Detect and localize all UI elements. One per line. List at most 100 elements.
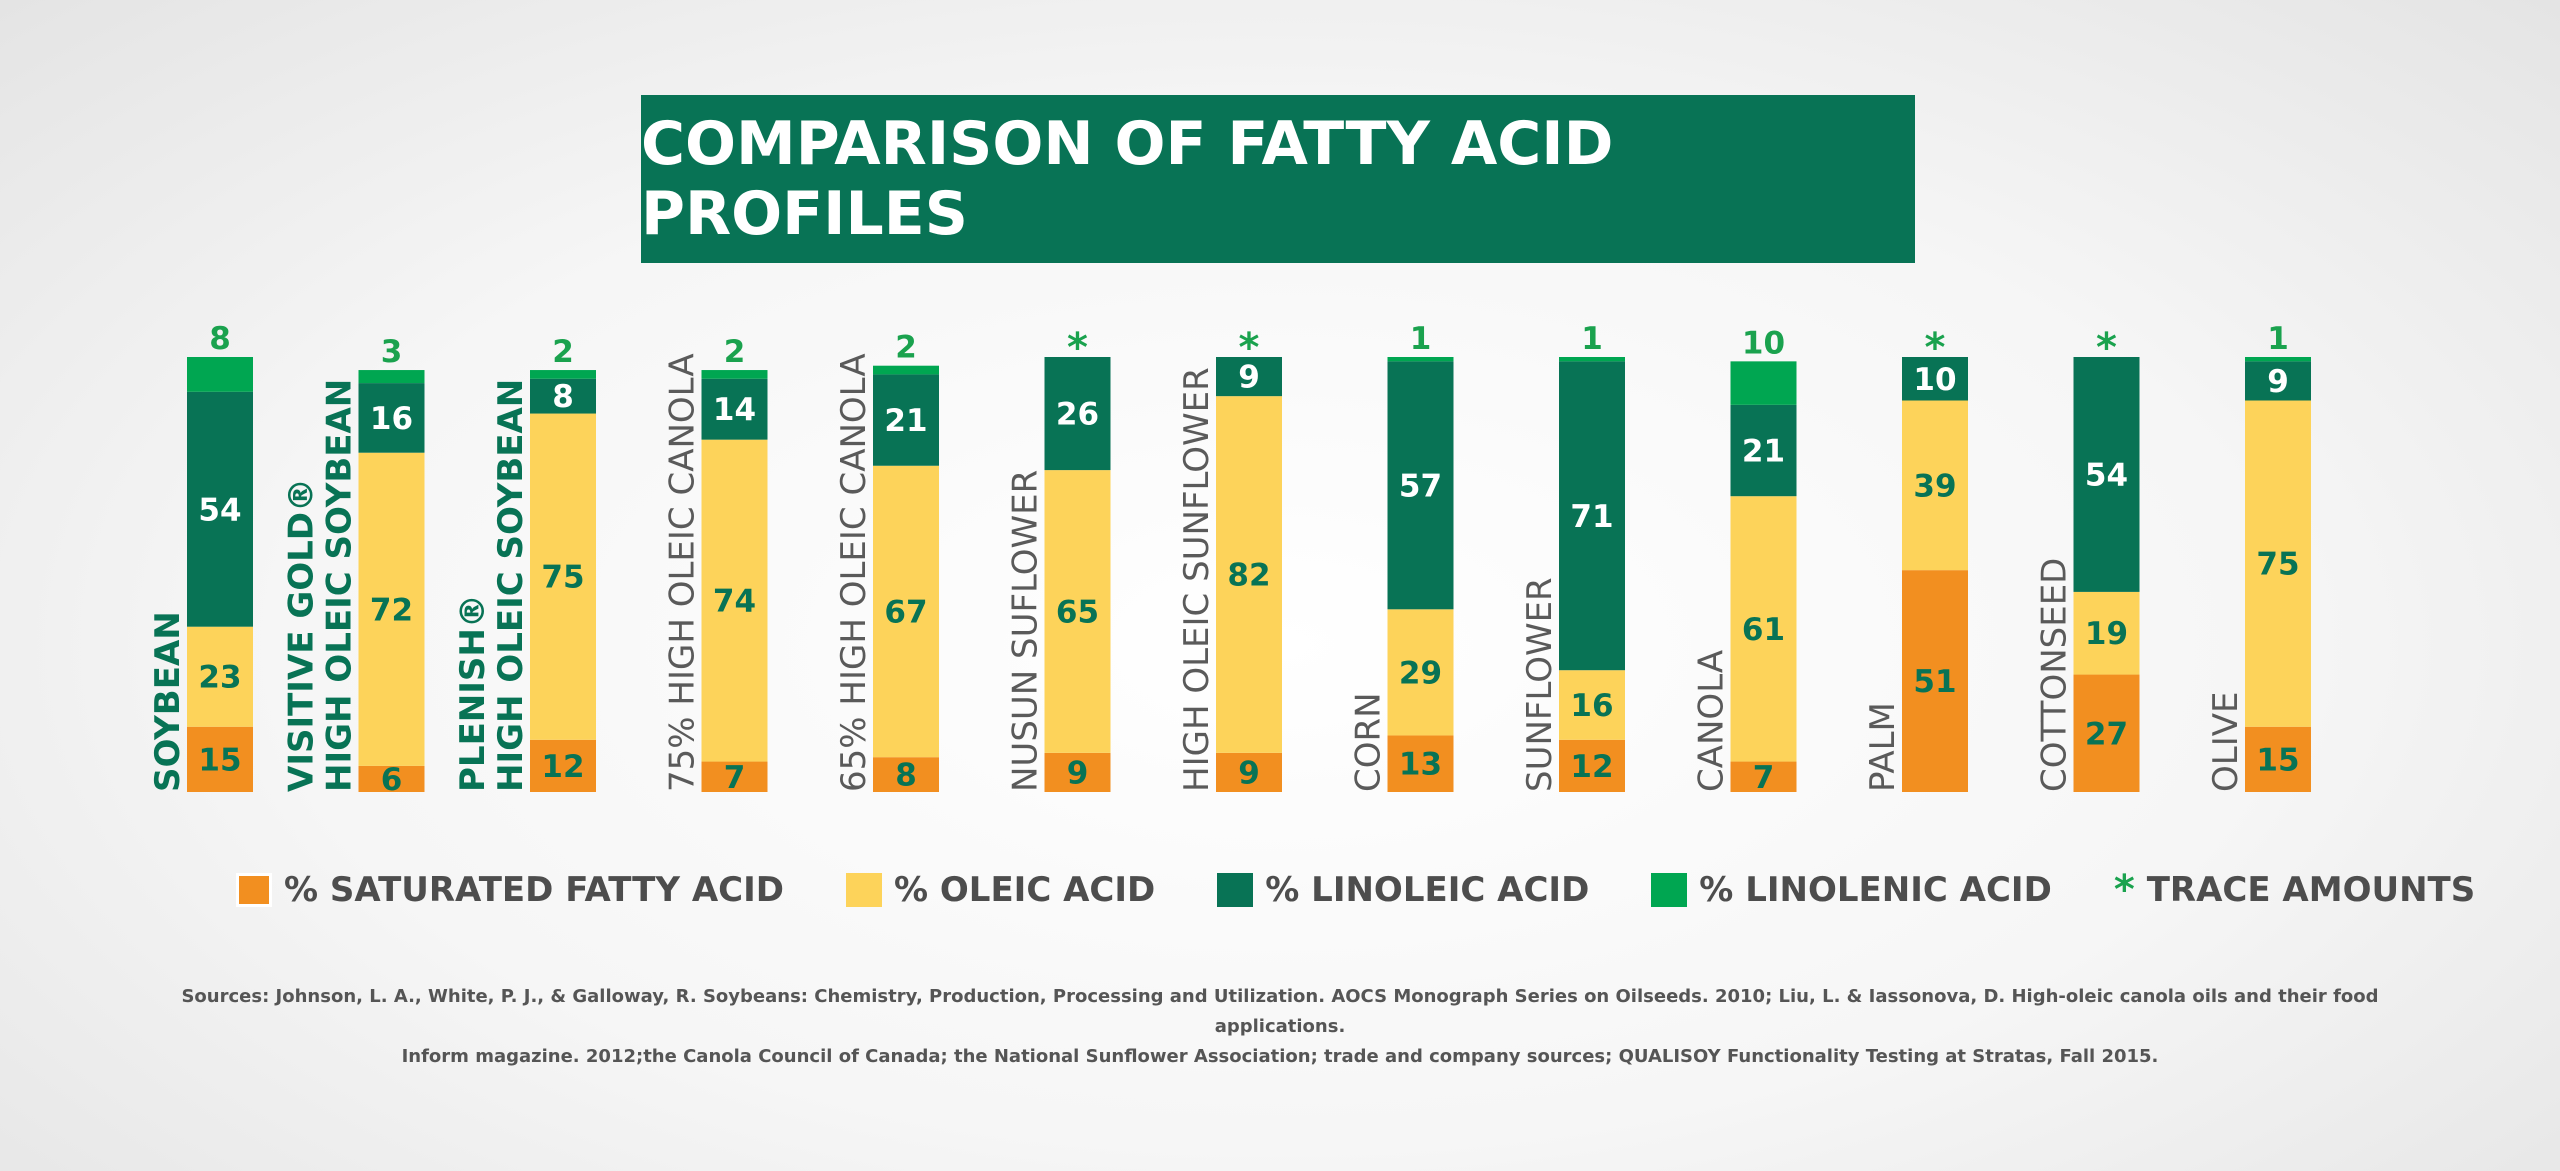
bar-group-2: 12 75 8 2 PLENISH®HIGH OLEIC SOYBEAN <box>453 334 596 792</box>
category-label: PLENISH® <box>453 594 493 792</box>
saturated-segment <box>1730 761 1797 792</box>
linoleic-value-label: 14 <box>713 392 756 428</box>
linoleic-segment <box>187 391 253 627</box>
linoleic-value-label: 9 <box>1238 360 1260 396</box>
legend-item-linoleic: % LINOLEIC ACID <box>1217 870 1589 910</box>
oleic-segment <box>1902 400 1968 571</box>
legend-item-linolenic: % LINOLENIC ACID <box>1651 870 2052 910</box>
linoleic-segment <box>1902 357 1968 401</box>
saturated-value-label: 9 <box>1238 755 1260 791</box>
saturated-value-label: 13 <box>1399 747 1442 783</box>
linolenic-value-label: 2 <box>724 334 746 370</box>
linoleic-value-label: 71 <box>1570 499 1613 535</box>
legend: % SATURATED FATTY ACID % OLEIC ACID % LINO… <box>236 862 2537 918</box>
oleic-value-label: 23 <box>198 660 241 696</box>
oleic-segment <box>1559 670 1625 740</box>
linoleic-value-label: 54 <box>198 492 241 528</box>
oleic-segment <box>1387 609 1454 736</box>
linolenic-value-label: 2 <box>552 334 574 370</box>
linoleic-value-label: 57 <box>1399 468 1442 504</box>
linoleic-segment <box>1730 404 1797 497</box>
oleic-value-label: 74 <box>713 584 756 620</box>
legend-swatch-saturated <box>236 873 272 907</box>
bar-group-8: 12 16 71 1 SUNFLOWER <box>1520 321 1625 792</box>
saturated-segment <box>1559 739 1625 792</box>
linoleic-segment <box>1559 361 1625 671</box>
legend-swatch-linoleic <box>1217 873 1254 907</box>
oleic-value-label: 16 <box>1570 688 1613 724</box>
saturated-segment <box>358 765 425 792</box>
oleic-segment <box>187 626 253 727</box>
oleic-segment <box>1730 496 1797 762</box>
bar-group-1: 6 72 16 3 VISITIVE GOLD®HIGH OLEIC SOYBEAN <box>282 334 425 798</box>
oleic-value-label: 19 <box>2085 616 2128 652</box>
category-label: HIGH OLEIC SOYBEAN <box>320 379 360 792</box>
legend-label: % LINOLENIC ACID <box>1699 870 2052 910</box>
legend-label: % OLEIC ACID <box>893 870 1156 910</box>
oleic-segment <box>1216 396 1282 753</box>
oleic-value-label: 82 <box>1227 558 1270 594</box>
saturated-value-label: 6 <box>381 762 403 798</box>
saturated-segment <box>530 739 596 792</box>
linolenic-segment <box>701 370 768 379</box>
linolenic-segment <box>1730 361 1797 405</box>
linolenic-segment <box>1387 357 1454 362</box>
saturated-segment <box>1902 570 1968 792</box>
legend-label: % LINOLEIC ACID <box>1265 870 1590 910</box>
oleic-segment <box>358 452 425 766</box>
category-label: SUNFLOWER <box>1520 577 1560 792</box>
oleic-value-label: 67 <box>884 594 927 630</box>
linoleic-segment <box>2073 357 2140 592</box>
trace-marker: * <box>1239 325 1260 371</box>
saturated-value-label: 27 <box>2085 716 2128 752</box>
trace-marker: * <box>1925 325 1946 371</box>
linolenic-segment <box>358 370 425 384</box>
oleic-value-label: 75 <box>2256 547 2299 583</box>
linoleic-segment <box>873 374 939 466</box>
legend-swatch-linolenic <box>1651 873 1688 907</box>
saturated-segment <box>873 757 939 792</box>
linolenic-value-label: 1 <box>1581 321 1603 357</box>
oleic-value-label: 61 <box>1742 612 1785 648</box>
linoleic-value-label: 21 <box>1742 434 1785 470</box>
linoleic-value-label: 21 <box>884 403 927 439</box>
legend-swatch-oleic <box>845 873 882 907</box>
bar-group-10: 51 39 10* PALM <box>1863 325 1968 792</box>
oleic-value-label: 65 <box>1056 594 1099 630</box>
linolenic-value-label: 1 <box>1410 321 1432 357</box>
saturated-value-label: 7 <box>1753 760 1775 796</box>
oleic-value-label: 39 <box>1913 468 1956 504</box>
legend-item-trace: * TRACE AMOUNTS <box>2114 870 2475 910</box>
linolenic-segment <box>530 370 596 379</box>
bar-group-7: 13 29 57 1 CORN <box>1349 321 1454 792</box>
trace-marker: * <box>2096 325 2117 371</box>
oleic-segment <box>701 439 768 762</box>
oleic-segment <box>2073 591 2140 675</box>
linoleic-value-label: 10 <box>1913 362 1956 398</box>
category-label: VISITIVE GOLD® <box>282 478 322 792</box>
sources-line-1: Sources: Johnson, L. A., White, P. J., &… <box>181 986 2379 1037</box>
saturated-value-label: 15 <box>198 742 241 778</box>
oleic-segment <box>530 413 596 740</box>
category-label: HIGH OLEIC SUNFLOWER <box>1177 367 1217 792</box>
linoleic-value-label: 54 <box>2085 457 2128 493</box>
linolenic-value-label: 8 <box>209 321 231 357</box>
oleic-value-label: 75 <box>541 560 584 596</box>
legend-label: % SATURATED FATTY ACID <box>284 870 784 910</box>
bar-group-4: 8 67 21 2 65% HIGH OLEIC CANOLA <box>834 330 939 794</box>
legend-item-saturated: % SATURATED FATTY ACID <box>236 870 784 910</box>
linolenic-segment <box>1559 357 1625 362</box>
category-label: COTTONSEED <box>2035 558 2075 792</box>
saturated-segment <box>2073 674 2140 792</box>
category-label: PALM <box>1863 702 1903 792</box>
linoleic-value-label: 16 <box>370 401 413 437</box>
linolenic-segment <box>2245 357 2311 362</box>
linolenic-value-label: 10 <box>1742 325 1785 361</box>
bar-group-5: 9 65 26 * NUSUN SUFLOWER <box>1006 325 1111 792</box>
trace-marker: * <box>1067 325 1088 371</box>
saturated-value-label: 7 <box>724 760 746 796</box>
bar-group-11: 27 19 54 * COTTONSEED <box>2035 325 2140 792</box>
category-label: OLIVE <box>2206 692 2246 792</box>
